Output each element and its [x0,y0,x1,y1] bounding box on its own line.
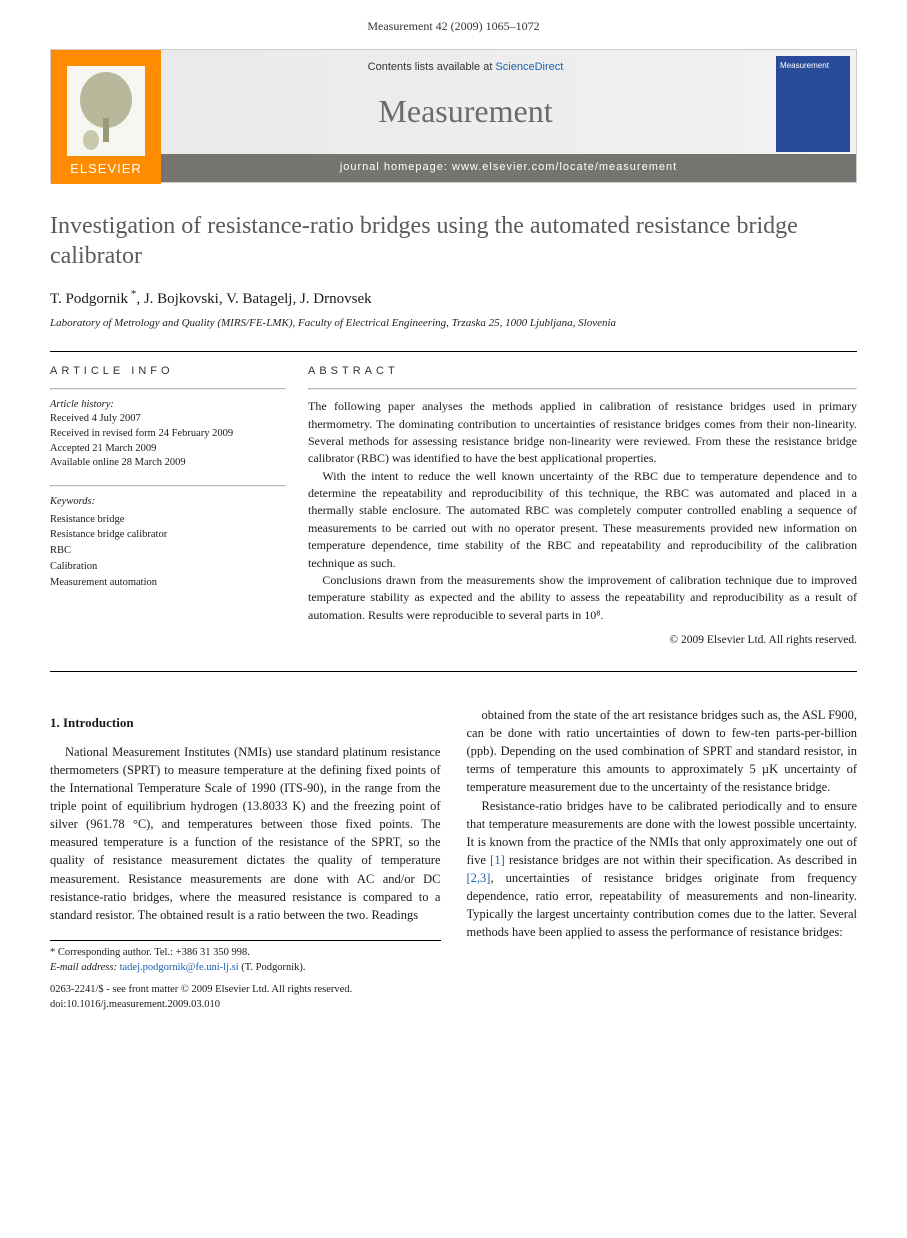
publisher-name: ELSEVIER [70,160,142,178]
sciencedirect-link[interactable]: ScienceDirect [495,61,563,73]
author-4: J. Drnovsek [300,291,372,307]
divider-bottom [50,671,857,672]
abstract-p1: The following paper analyses the methods… [308,398,857,468]
email-suffix: (T. Podgornik). [241,962,305,973]
author-2: J. Bojkovski [144,291,219,307]
author-list: T. Podgornik *, J. Bojkovski, V. Batagel… [50,287,857,310]
keyword: RBC [50,543,286,559]
keyword: Resistance bridge [50,512,286,528]
history-label: Article history: [50,398,286,413]
keyword: Measurement automation [50,575,286,591]
abstract-heading: ABSTRACT [308,364,857,380]
abstract-divider [308,388,857,390]
article-content: Investigation of resistance-ratio bridge… [0,211,907,976]
keyword: Calibration [50,559,286,575]
history-revised: Received in revised form 24 February 200… [50,427,286,442]
elsevier-tree-icon [67,66,145,156]
contents-available-line: Contents lists available at ScienceDirec… [161,60,770,75]
info-divider-2 [50,485,286,487]
keywords-label: Keywords: [50,495,286,510]
affiliation: Laboratory of Metrology and Quality (MIR… [50,316,857,331]
running-header: Measurement 42 (2009) 1065–1072 [0,0,907,49]
abstract-p2: With the intent to reduce the well known… [308,468,857,572]
page-footer: 0263-2241/$ - see front matter © 2009 El… [0,975,907,1032]
footer-copyright: 0263-2241/$ - see front matter © 2009 El… [50,983,857,998]
homepage-bar: journal homepage: www.elsevier.com/locat… [161,154,856,181]
ref-1-link[interactable]: [1] [490,853,505,867]
body-text: 1. Introduction National Measurement Ins… [50,706,857,976]
article-history: Article history: Received 4 July 2007 Re… [50,398,286,471]
footnote-block: * Corresponding author. Tel.: +386 31 35… [50,940,441,975]
body-p2: obtained from the state of the art resis… [467,706,858,797]
keyword: Resistance bridge calibrator [50,527,286,543]
email-link[interactable]: tadej.podgornik@fe.uni-lj.si [120,962,239,973]
body-p1: National Measurement Institutes (NMIs) u… [50,743,441,924]
body-p3b: resistance bridges are not within their … [505,853,857,867]
author-3: V. Batagelj [226,291,292,307]
keywords-list: Resistance bridge Resistance bridge cali… [50,512,286,591]
homepage-url: www.elsevier.com/locate/measurement [452,161,677,173]
publisher-logo: ELSEVIER [51,50,161,184]
corresponding-star-icon: * [128,288,136,300]
journal-name: Measurement [161,85,770,152]
citation-text: Measurement 42 (2009) 1065–1072 [367,19,539,33]
corresponding-author: * Corresponding author. Tel.: +386 31 35… [50,945,441,960]
email-line: E-mail address: tadej.podgornik@fe.uni-l… [50,960,441,975]
body-p3c: , uncertainties of resistance bridges or… [467,871,858,939]
author-1: T. Podgornik [50,291,128,307]
info-abstract-row: ARTICLE INFO Article history: Received 4… [50,364,857,649]
ref-23-link[interactable]: [2,3] [467,871,491,885]
banner-center: Contents lists available at ScienceDirec… [161,50,770,152]
body-p3: Resistance-ratio bridges have to be cali… [467,797,858,942]
abstract-copyright: © 2009 Elsevier Ltd. All rights reserved… [308,632,857,649]
abstract-column: ABSTRACT The following paper analyses th… [308,364,857,649]
article-title: Investigation of resistance-ratio bridge… [50,211,857,271]
article-info-heading: ARTICLE INFO [50,364,286,379]
history-accepted: Accepted 21 March 2009 [50,442,286,457]
article-info-column: ARTICLE INFO Article history: Received 4… [50,364,286,649]
footer-doi: doi:10.1016/j.measurement.2009.03.010 [50,998,857,1013]
cover-text: Measurement [780,61,829,70]
abstract-p3: Conclusions drawn from the measurements … [308,572,857,624]
journal-banner: ELSEVIER Contents lists available at Sci… [50,49,857,183]
contents-prefix: Contents lists available at [368,61,493,73]
info-divider-1 [50,388,286,390]
journal-cover-thumb: Measurement [776,56,850,152]
section-1-heading: 1. Introduction [50,714,441,733]
email-label: E-mail address: [50,962,117,973]
history-received: Received 4 July 2007 [50,412,286,427]
divider-top [50,351,857,352]
homepage-label: journal homepage: [340,161,448,173]
history-online: Available online 28 March 2009 [50,456,286,471]
